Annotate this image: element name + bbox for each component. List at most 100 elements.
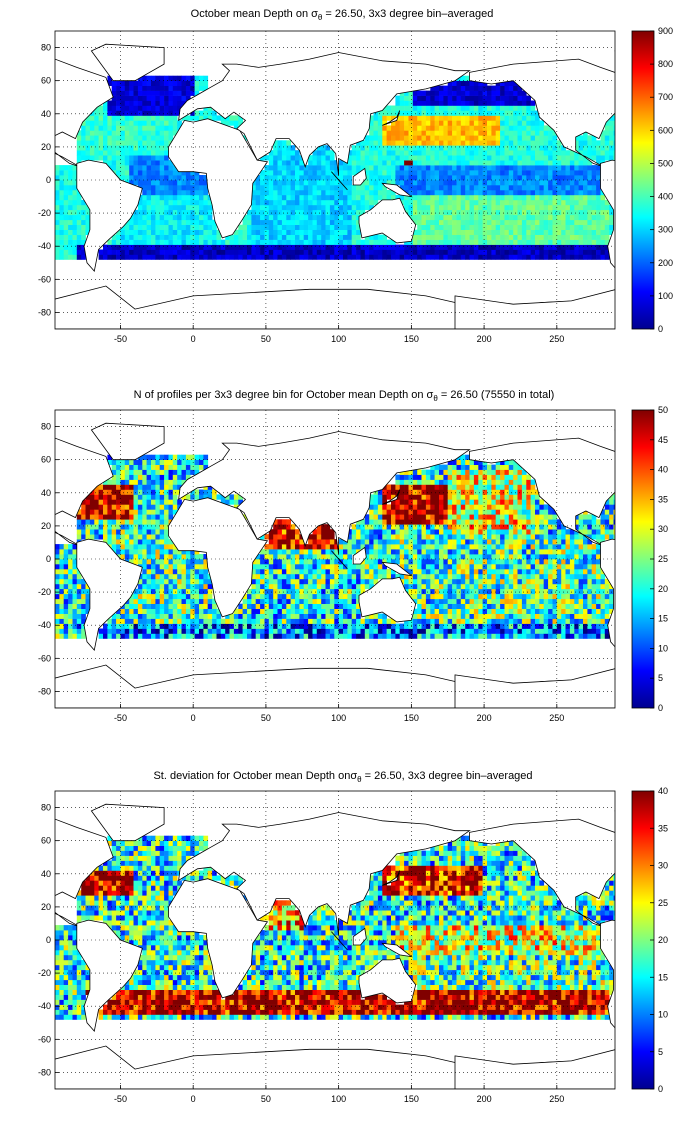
heatmap-cell xyxy=(347,189,353,196)
heatmap-cell xyxy=(264,199,270,206)
heatmap-cell xyxy=(172,165,178,171)
heatmap-cell xyxy=(177,593,182,600)
heatmap-cell xyxy=(203,573,209,580)
heatmap-cell xyxy=(142,95,147,101)
heatmap-cell xyxy=(508,214,514,221)
heatmap-cell xyxy=(543,224,549,230)
heatmap-cell xyxy=(460,244,466,250)
heatmap-cell xyxy=(351,568,357,575)
heatmap-cell xyxy=(168,175,174,181)
heatmap-cell xyxy=(72,554,78,560)
heatmap-cell xyxy=(600,224,606,230)
heatmap-cell xyxy=(164,130,169,136)
heatmap-cell xyxy=(530,130,536,136)
heatmap-cell xyxy=(517,219,523,225)
heatmap-cell xyxy=(216,115,222,121)
heatmap-cell xyxy=(329,633,335,639)
heatmap-cell xyxy=(321,224,326,230)
heatmap-cell xyxy=(159,519,165,525)
heatmap-cell xyxy=(391,180,396,186)
heatmap-cell xyxy=(364,554,370,560)
heatmap-cell xyxy=(85,115,91,121)
heatmap-cell xyxy=(199,85,204,91)
heatmap-cell xyxy=(574,175,579,181)
heatmap-cell xyxy=(434,100,440,106)
heatmap-cell xyxy=(203,608,209,614)
heatmap-cell xyxy=(159,170,165,176)
heatmap-cell xyxy=(172,185,178,191)
heatmap-cell xyxy=(364,544,370,550)
heatmap-cell xyxy=(321,199,326,206)
heatmap-cell xyxy=(168,454,174,460)
heatmap-cell xyxy=(338,549,344,555)
heatmap-cell xyxy=(181,454,187,460)
heatmap-cell xyxy=(116,80,121,86)
heatmap-cell xyxy=(556,160,562,166)
heatmap-cell xyxy=(456,130,462,136)
heatmap-cell xyxy=(194,80,200,86)
heatmap-cell xyxy=(203,80,209,86)
heatmap-cell xyxy=(251,613,257,619)
heatmap-cell xyxy=(447,249,453,255)
heatmap-cell xyxy=(391,628,396,634)
heatmap-cell xyxy=(373,165,379,171)
heatmap-cell xyxy=(373,633,379,639)
heatmap-cell xyxy=(587,219,593,225)
heatmap-cell xyxy=(281,633,287,639)
heatmap-cell xyxy=(203,115,209,121)
heatmap-cell xyxy=(164,120,169,126)
heatmap-cell xyxy=(343,608,348,614)
heatmap-cell xyxy=(85,224,91,230)
heatmap-cell xyxy=(452,100,457,106)
heatmap-cell xyxy=(116,120,121,126)
heatmap-cell xyxy=(382,549,387,555)
heatmap-cell xyxy=(404,199,409,206)
heatmap-cell xyxy=(369,618,374,624)
heatmap-cell xyxy=(469,80,475,86)
heatmap-cell xyxy=(303,229,309,235)
heatmap-cell xyxy=(142,539,147,545)
heatmap-cell xyxy=(373,494,379,500)
heatmap-cell xyxy=(364,529,370,535)
heatmap-cell xyxy=(513,229,518,235)
heatmap-cell xyxy=(308,249,313,255)
heatmap-cell xyxy=(329,160,335,166)
heatmap-cell xyxy=(552,209,558,216)
heatmap-cell xyxy=(487,214,492,221)
heatmap-cell xyxy=(137,529,143,535)
heatmap-cell xyxy=(552,140,558,146)
heatmap-cell xyxy=(591,194,597,201)
heatmap-cell xyxy=(233,239,239,245)
heatmap-cell xyxy=(76,199,82,206)
heatmap-cell xyxy=(491,229,497,235)
heatmap-cell xyxy=(155,534,161,540)
heatmap-cell xyxy=(273,568,278,575)
heatmap-cell xyxy=(408,90,414,96)
heatmap-cell xyxy=(439,229,444,235)
heatmap-cell xyxy=(478,145,483,151)
heatmap-cell xyxy=(343,568,348,575)
heatmap-cell xyxy=(142,155,147,161)
heatmap-cell xyxy=(124,249,130,255)
heatmap-cell xyxy=(473,204,479,211)
heatmap-cell xyxy=(386,618,392,624)
heatmap-cell xyxy=(159,85,165,91)
heatmap-cell xyxy=(473,209,479,216)
heatmap-cell xyxy=(412,229,418,235)
colorbar xyxy=(631,30,655,330)
heatmap-cell xyxy=(142,633,147,639)
heatmap-cell xyxy=(295,534,300,540)
heatmap-cell xyxy=(76,509,82,515)
heatmap-cell xyxy=(255,613,261,619)
heatmap-cell xyxy=(487,120,492,126)
heatmap-cell xyxy=(190,603,195,609)
heatmap-cell xyxy=(89,140,95,146)
heatmap-cell xyxy=(151,474,156,480)
heatmap-cell xyxy=(199,633,204,639)
heatmap-cell xyxy=(439,125,444,131)
heatmap-cell xyxy=(591,140,597,146)
heatmap-cell xyxy=(72,170,78,176)
heatmap-cell xyxy=(347,234,353,240)
heatmap-cell xyxy=(255,194,261,201)
heatmap-cell xyxy=(151,150,156,156)
